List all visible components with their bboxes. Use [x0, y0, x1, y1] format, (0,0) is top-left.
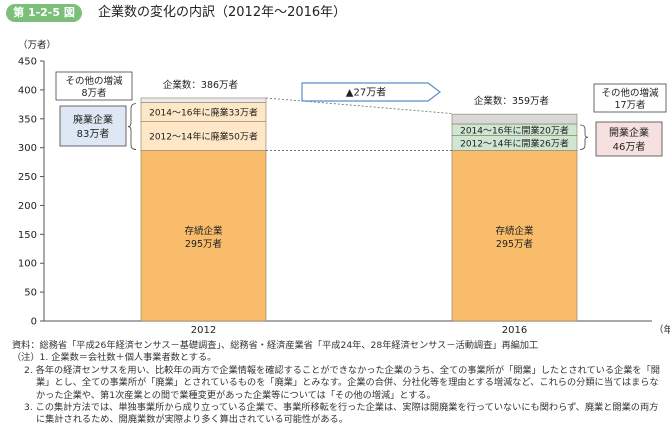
left-other-box [55, 71, 133, 101]
source-note: 資料：総務省「平成26年経済センサス－基礎調査」、総務省・経済産業省「平成24年… [12, 340, 539, 351]
segment-label: 存続企業 [184, 225, 223, 237]
segment-label: 2014～16年に廃業33万者 [149, 107, 258, 119]
y-tick-label: 450 [18, 57, 37, 68]
bar-segment-2012-0 [140, 150, 267, 322]
bar-segment-2016-3 [451, 113, 578, 125]
change-arrow [301, 82, 441, 102]
right-other-box [593, 83, 667, 113]
y-tick-label: 50 [24, 288, 37, 299]
bar-segment-2016-0 [451, 150, 578, 322]
left-other-value: 8万者 [81, 88, 106, 99]
opened-box [595, 121, 663, 157]
note-1: （注）1. 企業数＝会社数＋個人事業者数とする。 [12, 352, 217, 364]
y-unit-label: （万者） [18, 39, 56, 51]
segment-label: 2014～16年に開業20万者 [460, 124, 569, 136]
right-other-label: その他の増減 [601, 87, 659, 99]
segment-label: 2012～14年に廃業50万者 [149, 131, 258, 143]
y-tick-label: 0 [31, 317, 37, 328]
x-tick-label: 2016 [502, 325, 527, 336]
left-brace [127, 103, 137, 150]
right-other-value: 17万者 [614, 100, 645, 111]
closed-value: 83万者 [77, 128, 110, 140]
bar-total-label: 企業数：386万者 [163, 79, 238, 91]
y-tick-label: 250 [18, 172, 37, 183]
opened-label: 開業企業 [609, 126, 649, 139]
bar-segment-2012-1 [140, 121, 267, 151]
y-tick-label: 100 [18, 259, 37, 270]
x-unit-label: （年） [654, 324, 670, 336]
left-other-label: その他の増減 [65, 75, 123, 87]
figure-number: 第 1-2-5 図 [6, 4, 82, 22]
closed-box [59, 105, 127, 147]
y-tick-label: 150 [18, 230, 37, 241]
note-3: 3. この集計方法では、単独事業所から成り立っている企業で、事業所移転を行った企… [24, 402, 659, 426]
figure-title: 企業数の変化の内訳（2012年～2016年） [98, 5, 347, 20]
note-2: 2. 各年の経済センサスを用い、比較年の両方で企業情報を確認することができなかっ… [24, 364, 660, 401]
x-tick-label: 2012 [191, 325, 216, 336]
y-tick-label: 400 [18, 85, 37, 96]
bar-total-label: 企業数：359万者 [474, 95, 549, 107]
closed-label: 廃業企業 [73, 113, 113, 126]
y-tick-label: 350 [18, 114, 37, 125]
change-label: ▲27万者 [346, 87, 386, 99]
y-tick-label: 200 [18, 201, 37, 212]
figure-header: 第 1-2-5 図 企業数の変化の内訳（2012年～2016年） [0, 0, 670, 28]
bar-segment-2012-3 [140, 97, 267, 103]
right-brace [579, 124, 589, 150]
total-connector [265, 97, 453, 114]
opened-value: 46万者 [613, 141, 646, 153]
notes: 資料：総務省「平成26年経済センサス－基礎調査」、総務省・経済産業省「平成24年… [12, 340, 666, 427]
stacked-bar-chart: （万者） 0 50 100 150 200 250 300 350 400 450 （年） 存続企業 29… [18, 39, 670, 336]
segment-label: 295万者 [185, 239, 222, 250]
segment-label: 存続企業 [495, 225, 534, 237]
y-tick-label: 300 [18, 143, 37, 154]
segment-label: 295万者 [496, 239, 533, 250]
segment-label: 2012～14年に開業26万者 [460, 138, 569, 150]
